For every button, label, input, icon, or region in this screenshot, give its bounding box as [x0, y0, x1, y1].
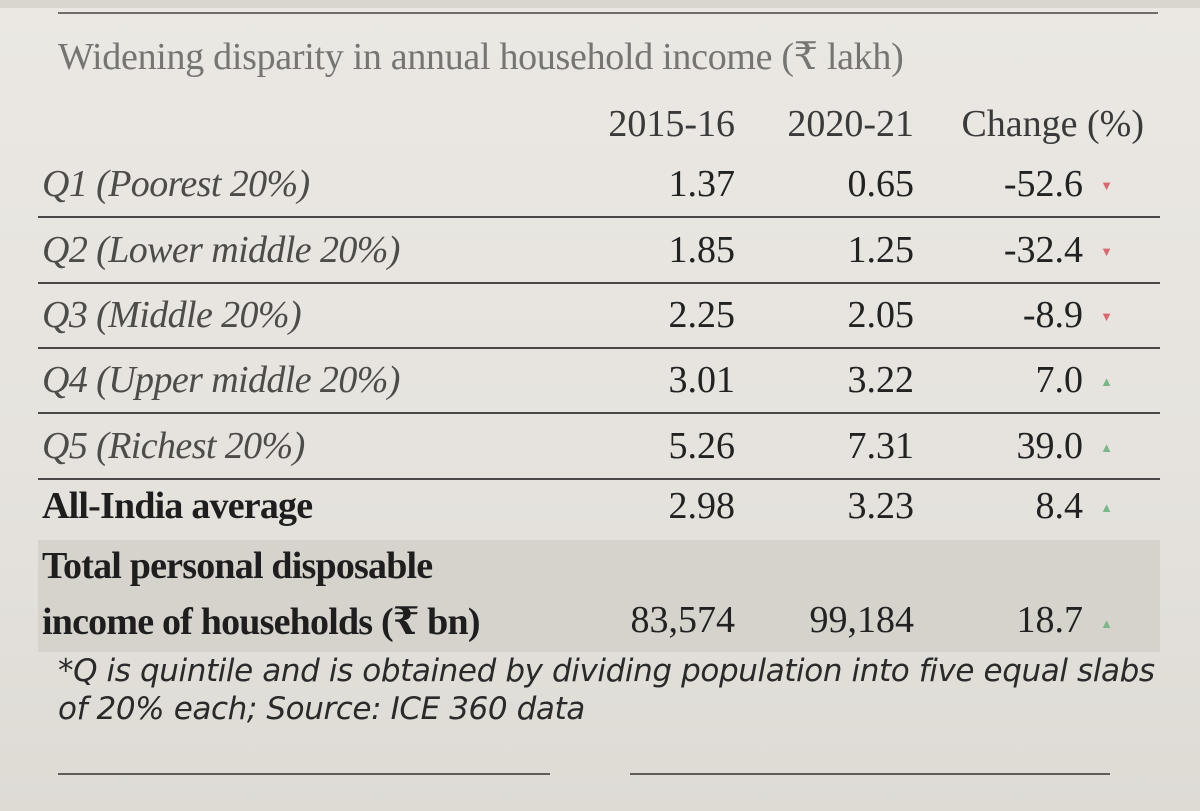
value-2020-21: 1.25 — [847, 229, 915, 271]
total-value-2015-16: 83,574 — [630, 599, 736, 641]
triangle-down-icon: ▼ — [1100, 309, 1113, 324]
bottom-rule-left — [58, 773, 550, 775]
table-row: Q4 (Upper middle 20%) 3.01 3.22 7.0 ▲ — [38, 350, 1160, 414]
table-row: Q1 (Poorest 20%) 1.37 0.65 -52.6 ▼ — [38, 154, 1160, 218]
total-label-line1: Total personal disposable — [42, 545, 433, 587]
title-unit: (₹ lakh) — [781, 36, 904, 78]
value-change: -52.6 — [1003, 163, 1083, 205]
column-header-2020-21: 2020-21 — [787, 103, 914, 145]
table-row: Q3 (Middle 20%) 2.25 2.05 -8.9 ▼ — [38, 285, 1160, 349]
value-2020-21: 2.05 — [847, 294, 915, 336]
triangle-down-icon: ▼ — [1100, 178, 1113, 193]
title-text: Widening disparity in annual household i… — [58, 36, 773, 78]
value-change: -32.4 — [1003, 229, 1083, 271]
column-header-change: Change (%) — [961, 103, 1144, 145]
value-2015-16: 1.85 — [668, 229, 736, 271]
total-change: 18.7 — [1016, 599, 1084, 641]
footnote: *Q is quintile and is obtained by dividi… — [58, 653, 1155, 727]
value-2015-16: 3.01 — [668, 359, 736, 401]
row-label: All-India average — [42, 485, 313, 527]
table-row: All-India average 2.98 3.23 8.4 ▲ — [38, 476, 1160, 538]
top-rule — [58, 12, 1158, 14]
total-value-2020-21: 99,184 — [809, 599, 915, 641]
value-change: 39.0 — [1016, 425, 1084, 467]
value-2020-21: 7.31 — [847, 425, 915, 467]
row-label: Q5 (Richest 20%) — [42, 425, 305, 467]
top-edge — [0, 0, 1200, 8]
value-change: 7.0 — [1035, 359, 1084, 401]
value-change: 8.4 — [1035, 485, 1084, 527]
value-2015-16: 1.37 — [668, 163, 736, 205]
triangle-up-icon: ▲ — [1100, 374, 1113, 389]
triangle-up-icon: ▲ — [1100, 616, 1113, 631]
value-2015-16: 5.26 — [668, 425, 736, 467]
row-label: Q3 (Middle 20%) — [42, 294, 302, 336]
value-2020-21: 3.23 — [847, 485, 915, 527]
column-header-2015-16: 2015-16 — [608, 103, 735, 145]
triangle-up-icon: ▲ — [1100, 500, 1113, 515]
triangle-up-icon: ▲ — [1100, 440, 1113, 455]
triangle-down-icon: ▼ — [1100, 244, 1113, 259]
bottom-rule-right — [630, 773, 1110, 775]
value-2015-16: 2.25 — [668, 294, 736, 336]
value-2020-21: 0.65 — [847, 163, 915, 205]
value-change: -8.9 — [1022, 294, 1083, 336]
value-2020-21: 3.22 — [847, 359, 915, 401]
table-title: Widening disparity in annual household i… — [58, 34, 1178, 79]
row-label: Q4 (Upper middle 20%) — [42, 359, 400, 401]
total-label-line2: income of households (₹ bn) — [42, 601, 480, 643]
row-label: Q2 (Lower middle 20%) — [42, 229, 400, 271]
total-row: Total personal disposable income of hous… — [38, 540, 1160, 652]
table-row: Q5 (Richest 20%) 5.26 7.31 39.0 ▲ — [38, 416, 1160, 480]
table-row: Q2 (Lower middle 20%) 1.85 1.25 -32.4 ▼ — [38, 220, 1160, 284]
row-label: Q1 (Poorest 20%) — [42, 163, 310, 205]
value-2015-16: 2.98 — [668, 485, 736, 527]
